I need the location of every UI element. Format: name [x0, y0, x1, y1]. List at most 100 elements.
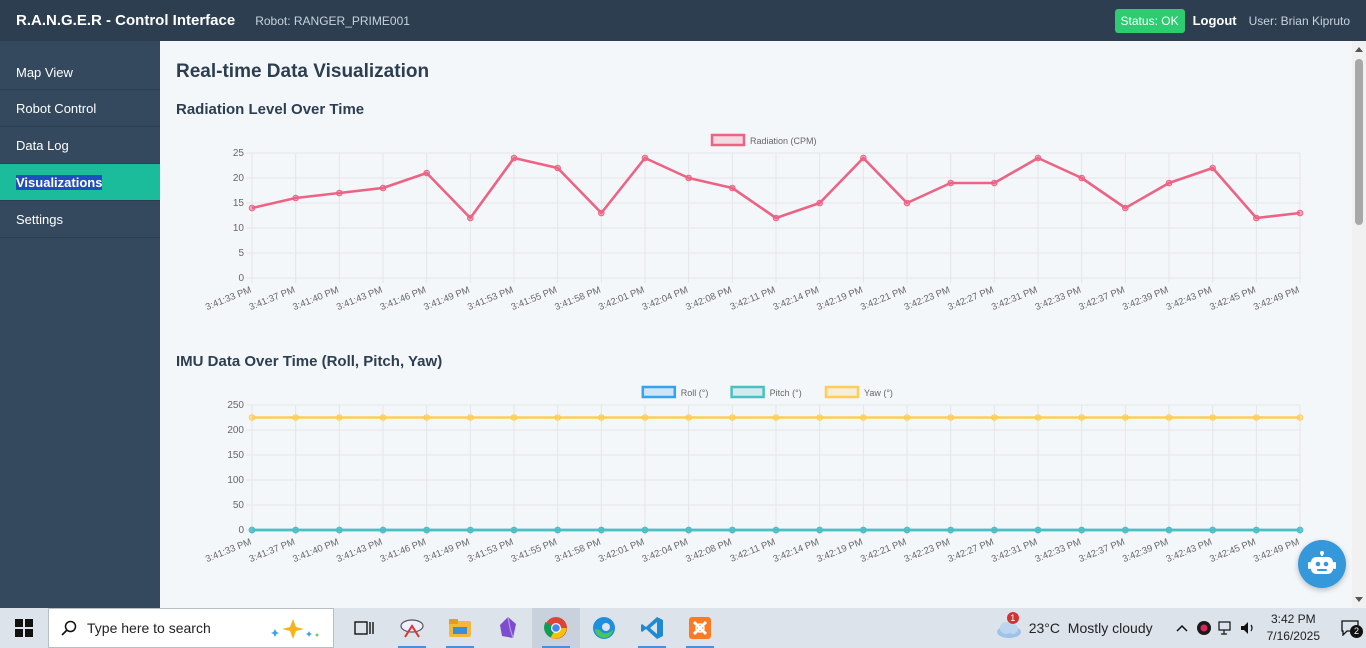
- chevron-up-icon[interactable]: [1171, 624, 1193, 632]
- taskbar-app-xampp[interactable]: [676, 608, 724, 648]
- task-view-button[interactable]: [340, 608, 388, 648]
- page-scrollbar[interactable]: [1352, 41, 1366, 608]
- chatbot-button[interactable]: [1298, 540, 1346, 588]
- sidebar-item-data-log[interactable]: Data Log: [0, 127, 160, 164]
- logout-button[interactable]: Logout: [1192, 13, 1237, 28]
- data-point[interactable]: [598, 414, 605, 421]
- taskbar-search-box[interactable]: Type here to search: [48, 608, 334, 648]
- data-point[interactable]: [860, 154, 867, 162]
- data-point[interactable]: [336, 414, 343, 421]
- data-point[interactable]: [467, 414, 474, 421]
- data-point[interactable]: [1122, 204, 1129, 212]
- data-point[interactable]: [685, 174, 692, 182]
- data-point[interactable]: [860, 414, 867, 421]
- taskbar-app-explorer[interactable]: [436, 608, 484, 648]
- data-point[interactable]: [729, 526, 736, 534]
- legend-item[interactable]: Radiation (CPM): [710, 133, 817, 147]
- data-point[interactable]: [554, 164, 561, 172]
- data-point[interactable]: [1165, 179, 1173, 187]
- sidebar-item-map-view[interactable]: Map View: [0, 41, 160, 90]
- data-point[interactable]: [816, 199, 823, 207]
- data-point[interactable]: [510, 154, 518, 162]
- weather-widget[interactable]: 1 23°C Mostly cloudy: [995, 612, 1153, 640]
- sidebar-item-robot-control[interactable]: Robot Control: [0, 90, 160, 127]
- data-point[interactable]: [510, 414, 518, 421]
- data-point[interactable]: [1078, 414, 1085, 421]
- data-point[interactable]: [860, 526, 867, 534]
- data-point[interactable]: [292, 414, 299, 421]
- data-point[interactable]: [947, 414, 954, 421]
- data-point[interactable]: [947, 179, 954, 187]
- data-point[interactable]: [991, 414, 998, 421]
- data-point[interactable]: [729, 414, 736, 421]
- data-point[interactable]: [379, 526, 387, 534]
- data-point[interactable]: [598, 209, 605, 217]
- data-point[interactable]: [554, 526, 561, 534]
- scroll-down-icon[interactable]: [1355, 597, 1363, 602]
- data-point[interactable]: [1078, 526, 1085, 534]
- notification-center-button[interactable]: 2: [1334, 620, 1366, 638]
- data-point[interactable]: [1209, 164, 1216, 172]
- data-point[interactable]: [379, 414, 387, 421]
- data-point[interactable]: [947, 526, 954, 534]
- data-point[interactable]: [1253, 526, 1260, 534]
- data-point[interactable]: [423, 414, 430, 421]
- taskbar-app-obsidian[interactable]: [484, 608, 532, 648]
- taskbar-app-chrome[interactable]: [532, 608, 580, 648]
- data-point[interactable]: [1165, 414, 1173, 421]
- scrollbar-thumb[interactable]: [1355, 59, 1363, 225]
- data-point[interactable]: [685, 526, 692, 534]
- data-point[interactable]: [991, 179, 998, 187]
- data-point[interactable]: [379, 184, 387, 192]
- data-point[interactable]: [1034, 154, 1042, 162]
- data-point[interactable]: [554, 414, 561, 421]
- data-point[interactable]: [641, 154, 649, 162]
- data-point[interactable]: [1034, 526, 1042, 534]
- data-point[interactable]: [1165, 526, 1173, 534]
- data-point[interactable]: [1296, 526, 1304, 534]
- network-icon[interactable]: [1215, 621, 1237, 635]
- data-point[interactable]: [1253, 414, 1260, 421]
- legend-item[interactable]: Yaw (°): [824, 385, 893, 399]
- data-point[interactable]: [510, 526, 518, 534]
- data-point[interactable]: [1209, 526, 1216, 534]
- data-point[interactable]: [1122, 526, 1129, 534]
- data-point[interactable]: [1296, 414, 1304, 421]
- data-point[interactable]: [248, 204, 256, 212]
- data-point[interactable]: [772, 526, 780, 534]
- taskbar-app-vscode[interactable]: [628, 608, 676, 648]
- data-point[interactable]: [816, 526, 823, 534]
- windows-start-button[interactable]: [0, 608, 48, 648]
- data-point[interactable]: [641, 526, 649, 534]
- scroll-up-icon[interactable]: [1355, 47, 1363, 52]
- data-point[interactable]: [292, 194, 299, 202]
- data-point[interactable]: [772, 414, 780, 421]
- taskbar-clock[interactable]: 3:42 PM 7/16/2025: [1267, 611, 1320, 645]
- data-point[interactable]: [1296, 209, 1304, 217]
- sidebar-item-visualizations[interactable]: Visualizations: [0, 164, 160, 201]
- data-point[interactable]: [1253, 214, 1260, 222]
- data-point[interactable]: [1034, 414, 1042, 421]
- data-point[interactable]: [292, 526, 299, 534]
- data-point[interactable]: [729, 184, 736, 192]
- data-point[interactable]: [248, 414, 256, 421]
- data-point[interactable]: [772, 214, 780, 222]
- data-point[interactable]: [816, 414, 823, 421]
- data-point[interactable]: [598, 526, 605, 534]
- data-point[interactable]: [336, 526, 343, 534]
- data-point[interactable]: [1078, 174, 1085, 182]
- data-point[interactable]: [685, 414, 692, 421]
- data-point[interactable]: [467, 526, 474, 534]
- legend-item[interactable]: Pitch (°): [730, 385, 802, 399]
- data-point[interactable]: [248, 526, 256, 534]
- data-point[interactable]: [903, 414, 911, 421]
- taskbar-app-snipping[interactable]: [388, 608, 436, 648]
- data-point[interactable]: [467, 214, 474, 222]
- data-point[interactable]: [641, 414, 649, 421]
- data-point[interactable]: [903, 526, 911, 534]
- data-point[interactable]: [423, 169, 430, 177]
- data-point[interactable]: [991, 526, 998, 534]
- data-point[interactable]: [1122, 414, 1129, 421]
- data-point[interactable]: [903, 199, 911, 207]
- data-point[interactable]: [423, 526, 430, 534]
